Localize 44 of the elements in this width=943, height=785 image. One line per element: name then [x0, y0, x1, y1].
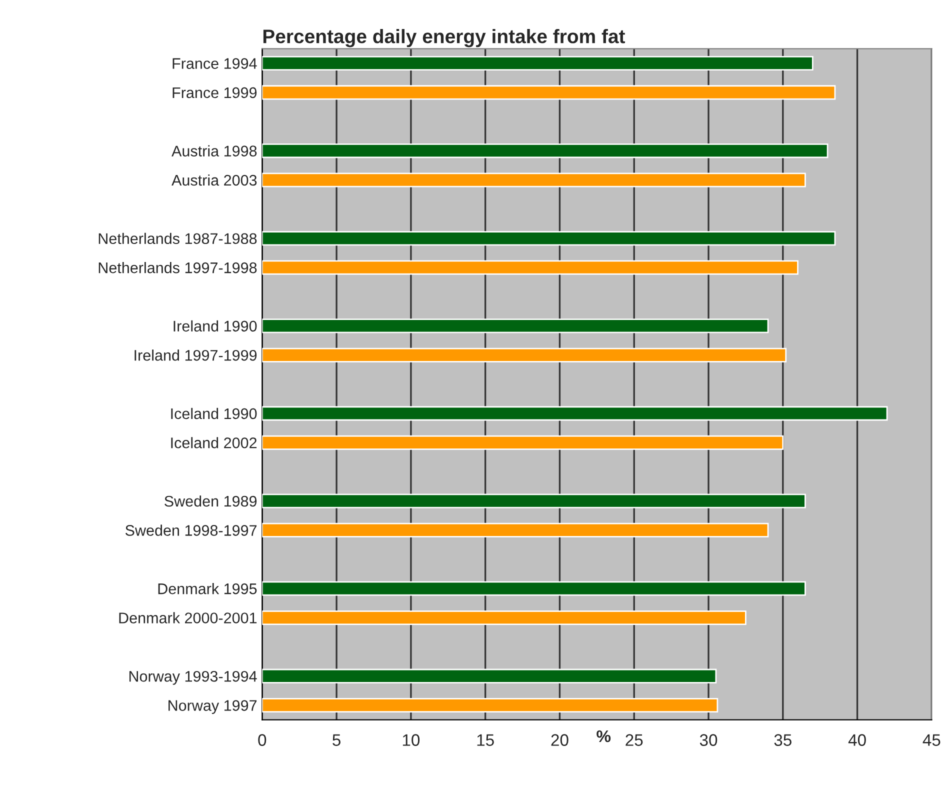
- bar: [262, 56, 814, 71]
- x-axis-title: %: [596, 730, 611, 742]
- y-tick-label: Norway 1997: [168, 700, 257, 714]
- y-tick-label: Austria 1998: [172, 145, 257, 156]
- chart-title: Percentage daily energy intake from fat: [263, 29, 626, 48]
- x-tick-label: 25: [626, 734, 643, 746]
- y-tick-label: Iceland 2002: [171, 437, 257, 448]
- bar: [262, 318, 769, 334]
- bar: [262, 435, 784, 450]
- x-tick-label: 10: [402, 734, 420, 746]
- x-tick-label: 45: [922, 734, 940, 746]
- bar: [262, 85, 836, 100]
- bar: [262, 494, 806, 508]
- bar: [262, 144, 828, 158]
- bar: [262, 231, 836, 246]
- bar: [262, 668, 717, 684]
- y-tick-label: Norway 1993-1994: [129, 670, 257, 685]
- y-tick-label: Iceland 1990: [171, 408, 257, 420]
- bar: [262, 698, 718, 713]
- bar: [262, 522, 769, 538]
- bar: [262, 348, 787, 362]
- y-tick-label: France 1994: [172, 58, 257, 69]
- bar: [262, 172, 806, 188]
- y-tick-label: France 1999: [172, 87, 257, 98]
- y-tick-label: Denmark 2000-2001: [119, 612, 257, 624]
- y-tick-label: Sweden 1989: [164, 495, 257, 507]
- x-tick-label: 0: [258, 734, 266, 746]
- bar: [262, 260, 798, 275]
- y-tick-label: Netherlands 1987-1988: [98, 232, 257, 244]
- y-tick-label: Ireland 1990: [174, 320, 257, 332]
- x-tick-label: 35: [774, 734, 792, 746]
- x-tick-label: 5: [332, 734, 340, 746]
- y-tick-label: Netherlands 1997-1998: [98, 262, 257, 274]
- x-tick-label: 30: [700, 734, 718, 746]
- bar: [262, 406, 888, 421]
- bar: [262, 581, 806, 596]
- x-tick-label: 40: [848, 734, 866, 746]
- x-tick-label: 15: [477, 734, 494, 746]
- bar: [262, 610, 746, 625]
- y-tick-label: Sweden 1998-1997: [125, 524, 257, 536]
- y-tick-label: Ireland 1997-1999: [134, 350, 257, 361]
- y-tick-label: Austria 2003: [172, 174, 257, 186]
- x-tick-label: 20: [551, 734, 568, 746]
- y-tick-label: Denmark 1995: [158, 582, 257, 594]
